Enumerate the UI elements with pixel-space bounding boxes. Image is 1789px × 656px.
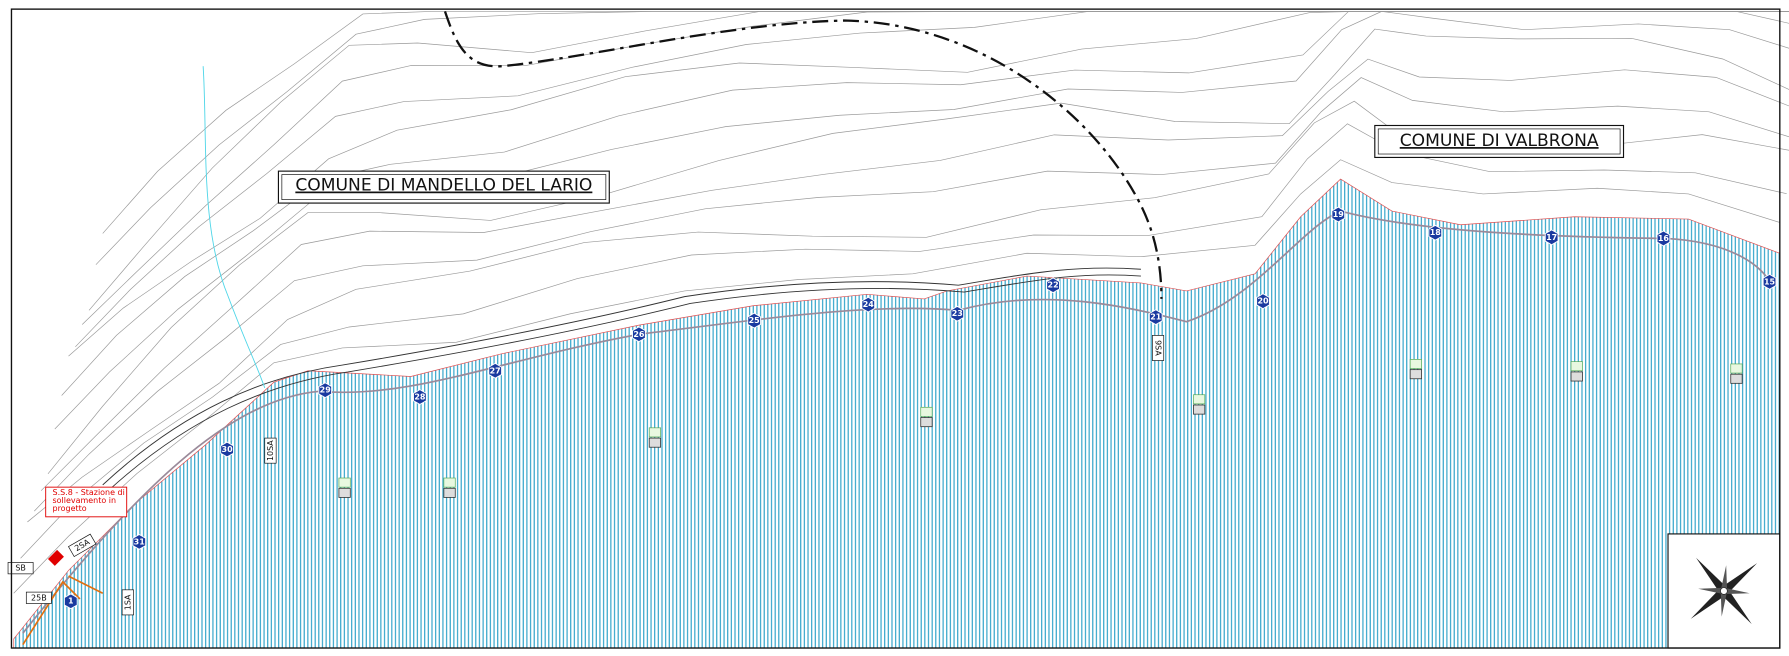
label-frame: [281, 174, 607, 200]
node-label: 23: [952, 309, 963, 318]
pipe-tag-frame: [25, 591, 52, 604]
node-marker: [747, 312, 762, 329]
icon-tag: [648, 427, 661, 438]
pipe-tag-frame: [264, 437, 277, 464]
node-marker: [63, 593, 78, 610]
contour-line: [47, 28, 1789, 475]
pipe-tag: 1SA: [121, 589, 134, 616]
pipe-orange: [22, 575, 104, 646]
node-label: 27: [490, 366, 501, 375]
nodes: 1 31 30 29 28 27 26 25 24 23 22 21 20 19 18 17 16 15: [63, 206, 1777, 610]
node-marker: [1428, 224, 1443, 241]
node-marker: [1656, 230, 1671, 247]
node-label: 15: [1764, 277, 1775, 286]
contour-line: [13, 159, 1780, 594]
water-area: [13, 178, 1781, 649]
node-label: 22: [1048, 281, 1059, 290]
pipe-tag: 9SA: [1151, 335, 1165, 361]
node-marker: [413, 389, 427, 405]
icon-body: [1193, 404, 1206, 415]
pipe-label: 25B: [31, 593, 47, 602]
icon-tag: [443, 477, 456, 488]
node-marker: [132, 533, 147, 550]
road-edge: [102, 267, 1141, 486]
node-label: 30: [222, 445, 234, 454]
pipe-labels: 9SA 10SA 2SA SB 25B 1SA: [7, 335, 1165, 616]
node-marker: [488, 362, 503, 379]
node-label: 18: [1430, 228, 1442, 237]
icons: [338, 359, 1743, 498]
node-label: 19: [1333, 210, 1345, 219]
node-marker: [1762, 273, 1777, 290]
sheet-frame: [10, 8, 1781, 649]
icon-tag: [920, 406, 933, 417]
icon-body: [1730, 373, 1743, 384]
node-label: 16: [1658, 234, 1670, 243]
contour-line: [102, 11, 1789, 234]
pipe-tag: SB: [7, 562, 34, 575]
contour-line: [20, 123, 1787, 559]
node-label: 1: [68, 597, 74, 606]
icon-body: [648, 437, 662, 448]
node-marker: [950, 305, 965, 322]
node-label: 21: [1150, 313, 1161, 322]
pump-station: [47, 549, 64, 566]
icon-body: [1409, 369, 1422, 380]
contour-line: [54, 11, 1789, 430]
icon-body: [443, 487, 456, 498]
note-line: sollevamento in: [53, 496, 116, 505]
node-label: 20: [1257, 297, 1269, 306]
compass-rose: [1690, 557, 1758, 625]
icon-tag: [1570, 361, 1583, 372]
municipality-label: COMUNE DI VALBRONA: [1400, 131, 1599, 151]
pipe-label: 10SA: [266, 440, 275, 461]
node-label: 28: [414, 393, 426, 402]
contour-line: [40, 58, 1789, 491]
node-marker: [1256, 293, 1270, 310]
node-label: 31: [134, 537, 145, 546]
node-marker: [1331, 206, 1346, 223]
node-marker: [632, 326, 646, 343]
road-edge: [108, 274, 1141, 491]
note-line: progetto: [53, 504, 87, 513]
stream: [202, 66, 266, 389]
icon-body: [1570, 371, 1583, 382]
node-label: 24: [863, 300, 875, 309]
label-frame: [1374, 124, 1625, 159]
icon-tag: [1730, 363, 1743, 374]
node-marker: [318, 382, 333, 399]
node-marker: [1148, 309, 1163, 326]
pipe-label: 1SA: [123, 594, 132, 610]
node-label: 29: [320, 386, 332, 395]
label-frame: [277, 170, 610, 204]
node-marker: [861, 296, 876, 313]
pipe-tag: 25B: [25, 591, 52, 604]
node-marker: [1046, 277, 1060, 294]
pipe-tag-frame: [7, 562, 34, 575]
pipe-tag: 2SA: [68, 533, 97, 558]
pipe-label: SB: [15, 564, 26, 573]
contour-line: [34, 77, 1789, 512]
icon-tag: [338, 477, 351, 488]
node-marker: [1544, 229, 1559, 246]
icon-body: [920, 417, 933, 428]
pipe-tag-frame: [68, 533, 97, 558]
pipe-tag: 10SA: [264, 437, 277, 464]
node-label: 17: [1546, 233, 1557, 242]
note-line: S.S.8 - Stazione di: [53, 488, 125, 497]
note-frame: [45, 486, 128, 518]
node-label: 26: [633, 330, 645, 339]
icon-tag: [1193, 394, 1206, 405]
municipality-label: COMUNE DI MANDELLO DEL LARIO: [295, 176, 592, 196]
icon-tag: [1409, 359, 1422, 369]
icon-body: [338, 487, 351, 498]
node-label: 25: [749, 316, 760, 325]
pipe-tag-frame: [1151, 335, 1165, 361]
pipe-label: 9SA: [1154, 340, 1163, 356]
pipe-tag-frame: [121, 589, 134, 616]
municipal-boundary: [443, 11, 1163, 299]
label-frame: [1377, 128, 1621, 155]
node-marker: [220, 441, 234, 458]
